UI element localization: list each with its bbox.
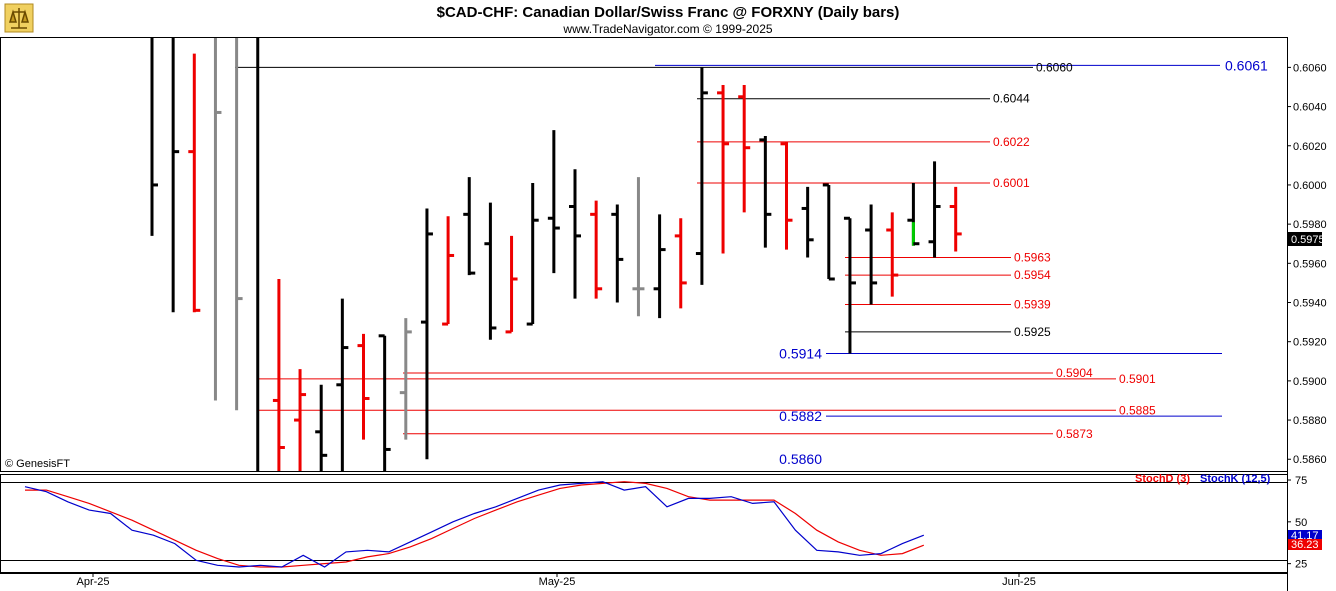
logo-icon (4, 3, 34, 33)
date-tick-label: Apr-25 (76, 576, 109, 588)
stoch-tick-label: 25 (1295, 559, 1307, 571)
level-label: 0.5954 (1014, 268, 1051, 282)
stoch-panel-frame (0, 474, 1288, 573)
level-label: 0.5904 (1056, 366, 1093, 380)
stochk-line (24, 481, 925, 568)
level-lines: 0.6061 0.6060 0.6044 0.6022 0.6001 0.5963 0.59… (235, 57, 1268, 467)
level-label: 0.5882 (779, 408, 822, 424)
level-label: 0.5939 (1014, 297, 1051, 311)
level-label: 0.5860 (779, 451, 822, 467)
price-tick-label: 0.5900 (1293, 376, 1327, 388)
price-tick-label: 0.5880 (1293, 415, 1327, 427)
date-tick-label: May-25 (539, 576, 576, 588)
price-tick-label: 0.5860 (1293, 454, 1327, 466)
level-label: 0.5914 (779, 345, 822, 361)
stochd-legend: StochD (3) (1135, 473, 1190, 485)
level-label: 0.5925 (1014, 325, 1051, 339)
last-price-tag: 0.5975 (1288, 232, 1325, 246)
stoch-tick-label: 75 (1295, 475, 1307, 487)
chart-title: $CAD-CHF: Canadian Dollar/Swiss Franc @ … (437, 4, 900, 21)
price-tick-label: 0.6040 (1293, 102, 1327, 114)
stochd-line (25, 481, 925, 568)
level-label: 0.5963 (1014, 250, 1051, 264)
level-label: 0.6044 (993, 92, 1030, 106)
stoch-axis: 75 50 25 (1287, 475, 1307, 571)
stoch-value-tags: 41.17 36.23 (1288, 530, 1322, 551)
last-price-label: 0.5975 (1291, 234, 1325, 246)
stoch-lines (24, 481, 925, 568)
price-tick-label: 0.5980 (1293, 219, 1327, 231)
stoch-tick-label: 50 (1295, 517, 1307, 529)
stochd-last-value: 36.23 (1291, 539, 1319, 551)
stochk-legend: StochK (12,5) (1200, 473, 1271, 485)
level-label: 0.5901 (1119, 372, 1156, 386)
price-tick-label: 0.6020 (1293, 141, 1327, 153)
price-tick-label: 0.6000 (1293, 180, 1327, 192)
copyright-label: © GenesisFT (5, 458, 70, 470)
level-label: 0.6061 (1225, 57, 1268, 73)
level-label: 0.5873 (1056, 427, 1093, 441)
price-tick-label: 0.5960 (1293, 258, 1327, 270)
level-label: 0.5885 (1119, 403, 1156, 417)
price-tick-label: 0.6060 (1293, 62, 1327, 74)
price-axis: 0.6060 0.6040 0.6020 0.6000 0.5980 0.5960 0.59… (1287, 62, 1327, 466)
date-axis: Apr-25 May-25 Jun-25 (76, 573, 1036, 588)
level-label: 0.6022 (993, 135, 1030, 149)
level-label: 0.6060 (1036, 60, 1073, 74)
date-tick-label: Jun-25 (1002, 576, 1036, 588)
level-label: 0.6001 (993, 176, 1030, 190)
price-tick-label: 0.5920 (1293, 337, 1327, 349)
chart-subtitle: www.TradeNavigator.com © 1999-2025 (562, 22, 772, 36)
price-bars (150, 38, 962, 471)
price-tick-label: 0.5940 (1293, 298, 1327, 310)
